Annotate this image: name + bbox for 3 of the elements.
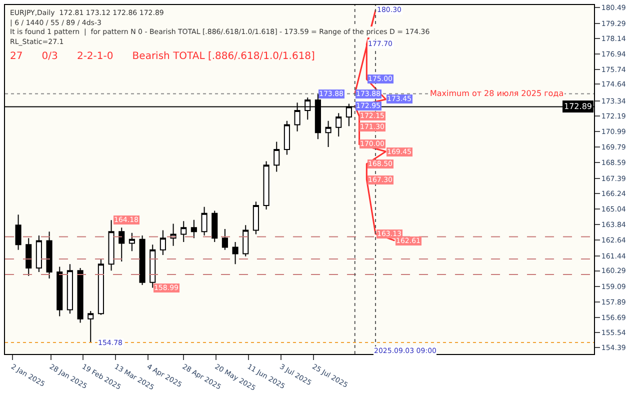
ref-line-label: Maximum от 28 июля 2025 года — [430, 89, 564, 98]
annotation: 27 0/3 2-2-1-0 Bearish TOTAL [.886/.618/1.0/1.618] — [10, 51, 316, 62]
ref-line-label: 172.89 — [564, 102, 592, 111]
